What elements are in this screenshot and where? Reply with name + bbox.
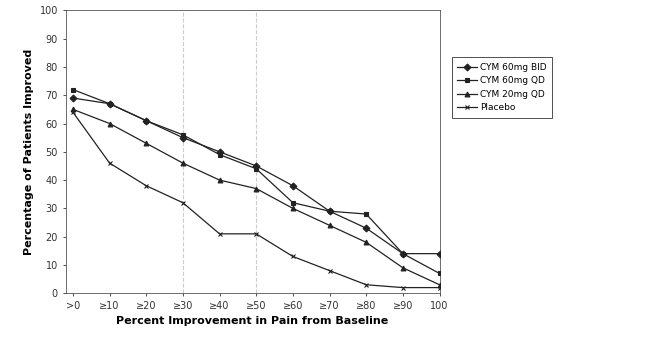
Placebo — [289, 254, 297, 258]
CYM 60mg QD — [142, 119, 150, 123]
CYM 60mg QD — [362, 212, 370, 216]
CYM 60mg BID — [399, 252, 407, 256]
Line: CYM 60mg BID: CYM 60mg BID — [70, 96, 442, 256]
Placebo — [216, 232, 224, 236]
CYM 60mg QD — [325, 209, 333, 213]
Placebo — [436, 286, 443, 290]
Placebo — [399, 286, 407, 290]
CYM 60mg QD — [179, 133, 187, 137]
CYM 60mg BID — [436, 252, 443, 256]
CYM 60mg QD — [399, 252, 407, 256]
X-axis label: Percent Improvement in Pain from Baseline: Percent Improvement in Pain from Baselin… — [116, 316, 389, 326]
CYM 60mg QD — [106, 102, 113, 106]
CYM 60mg BID — [216, 150, 224, 154]
Line: CYM 60mg QD: CYM 60mg QD — [70, 87, 442, 276]
CYM 60mg BID — [289, 184, 297, 188]
CYM 20mg QD — [399, 266, 407, 270]
CYM 20mg QD — [179, 161, 187, 165]
CYM 20mg QD — [253, 187, 260, 191]
Placebo — [142, 184, 150, 188]
CYM 20mg QD — [106, 121, 113, 126]
Line: CYM 20mg QD: CYM 20mg QD — [70, 107, 442, 287]
Line: Placebo: Placebo — [70, 110, 442, 290]
Placebo — [253, 232, 260, 236]
CYM 60mg BID — [253, 164, 260, 168]
CYM 60mg BID — [106, 102, 113, 106]
Placebo — [69, 110, 77, 114]
Placebo — [179, 201, 187, 205]
CYM 20mg QD — [69, 107, 77, 111]
Placebo — [106, 161, 113, 165]
CYM 60mg BID — [142, 119, 150, 123]
CYM 20mg QD — [436, 283, 443, 287]
CYM 60mg QD — [69, 88, 77, 92]
CYM 60mg BID — [325, 209, 333, 213]
CYM 20mg QD — [216, 178, 224, 182]
CYM 60mg BID — [179, 136, 187, 140]
CYM 60mg BID — [362, 226, 370, 230]
CYM 20mg QD — [142, 141, 150, 145]
CYM 60mg QD — [436, 272, 443, 276]
CYM 20mg QD — [325, 223, 333, 227]
CYM 60mg QD — [289, 201, 297, 205]
CYM 60mg QD — [253, 167, 260, 171]
Y-axis label: Percentage of Patients Improved: Percentage of Patients Improved — [24, 49, 34, 255]
CYM 60mg BID — [69, 96, 77, 100]
CYM 20mg QD — [289, 206, 297, 210]
Placebo — [362, 283, 370, 287]
CYM 60mg QD — [216, 152, 224, 157]
Legend: CYM 60mg BID, CYM 60mg QD, CYM 20mg QD, Placebo: CYM 60mg BID, CYM 60mg QD, CYM 20mg QD, … — [451, 57, 552, 118]
CYM 20mg QD — [362, 240, 370, 244]
Placebo — [325, 268, 333, 273]
